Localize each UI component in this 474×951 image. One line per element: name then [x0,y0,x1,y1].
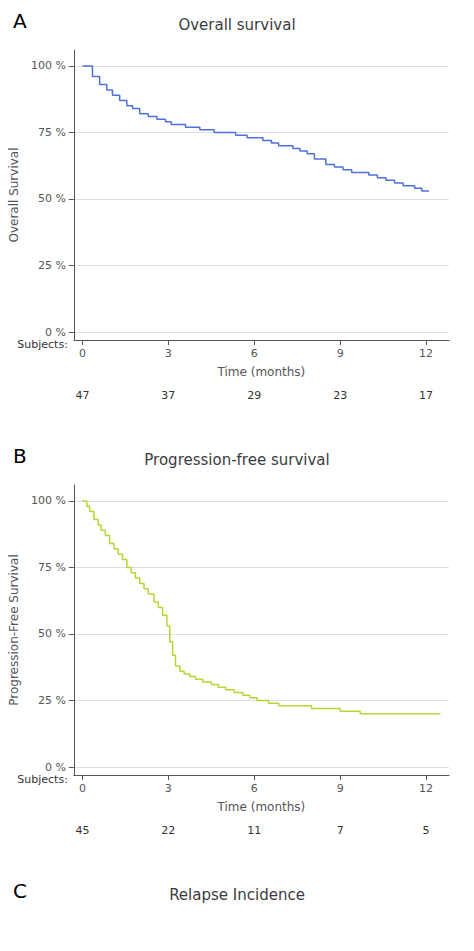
svg-text:9: 9 [337,347,344,360]
svg-text:3: 3 [165,347,172,360]
svg-text:25 %: 25 % [38,694,66,707]
svg-text:50 %: 50 % [38,192,66,205]
svg-text:Relapse Incidence: Relapse Incidence [169,886,305,904]
svg-text:0: 0 [79,347,86,360]
svg-text:Overall survival: Overall survival [178,16,295,34]
svg-text:Time (months): Time (months) [217,365,306,379]
svg-text:23: 23 [333,389,347,402]
svg-text:45: 45 [75,824,89,837]
svg-text:9: 9 [337,782,344,795]
svg-text:Overall Survival: Overall Survival [7,147,21,242]
svg-text:0 %: 0 % [45,326,66,339]
svg-text:11: 11 [247,824,261,837]
svg-text:Progression-Free Survival: Progression-Free Survival [7,554,21,705]
svg-text:Subjects:: Subjects: [17,773,68,786]
svg-text:Time (months): Time (months) [217,800,306,814]
svg-text:47: 47 [75,389,89,402]
svg-text:6: 6 [251,347,258,360]
svg-text:50 %: 50 % [38,627,66,640]
svg-text:37: 37 [161,389,175,402]
svg-text:0 %: 0 % [45,761,66,774]
svg-text:Subjects:: Subjects: [17,338,68,351]
svg-text:22: 22 [161,824,175,837]
svg-text:12: 12 [419,347,433,360]
svg-text:A: A [13,9,27,33]
svg-text:100 %: 100 % [31,494,66,507]
svg-text:17: 17 [419,389,433,402]
svg-text:B: B [13,444,27,468]
svg-text:29: 29 [247,389,261,402]
svg-text:5: 5 [423,824,430,837]
svg-text:0: 0 [79,782,86,795]
svg-text:6: 6 [251,782,258,795]
svg-text:7: 7 [337,824,344,837]
svg-text:3: 3 [165,782,172,795]
svg-text:75 %: 75 % [38,561,66,574]
svg-text:C: C [13,879,27,903]
svg-text:75 %: 75 % [38,126,66,139]
svg-text:12: 12 [419,782,433,795]
svg-text:100 %: 100 % [31,59,66,72]
svg-text:Progression-free survival: Progression-free survival [144,451,329,469]
svg-text:25 %: 25 % [38,259,66,272]
